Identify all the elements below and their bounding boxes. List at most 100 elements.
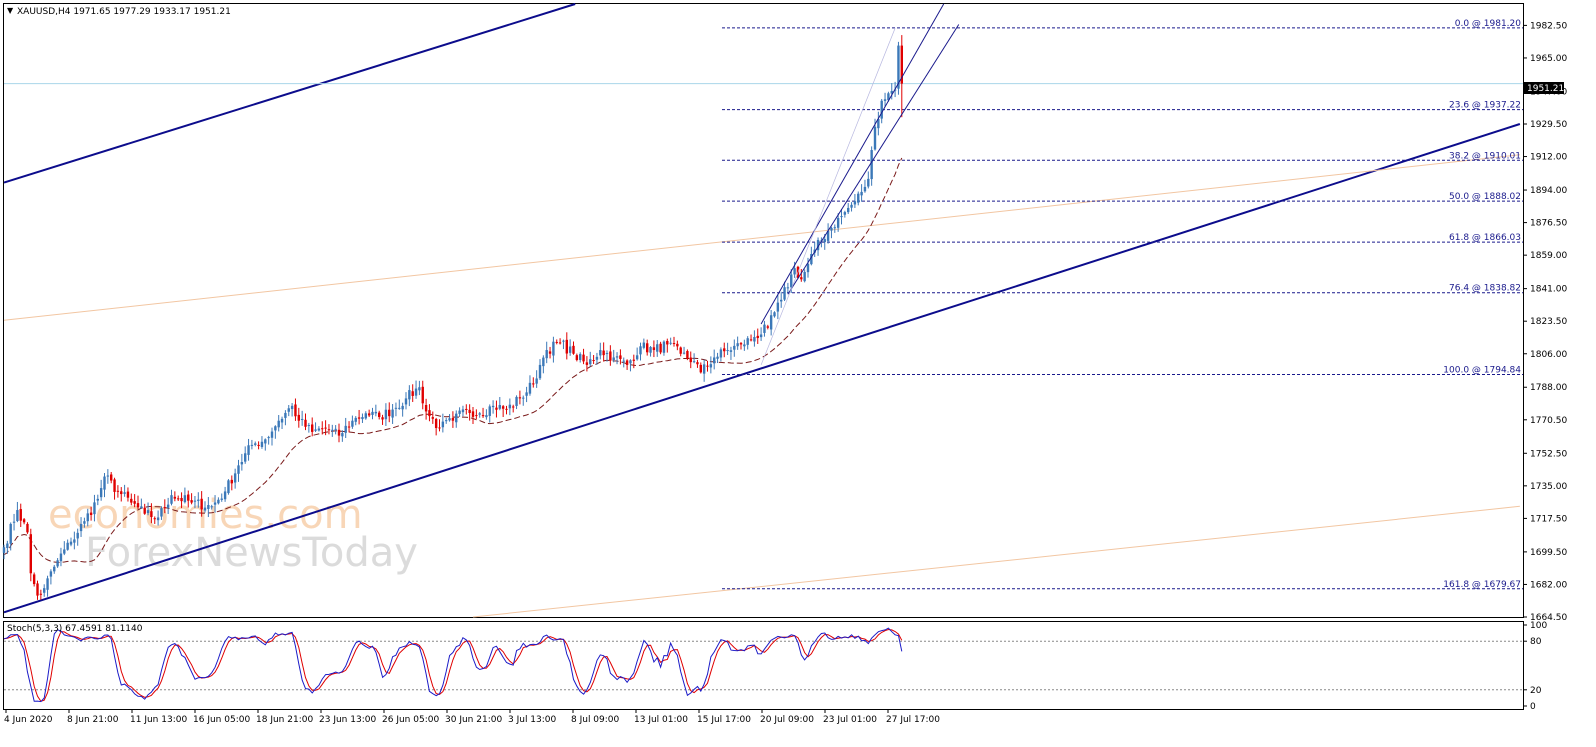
candle-body (568, 346, 572, 353)
candle-body (351, 420, 354, 427)
candle-body (589, 359, 592, 365)
candle-body (877, 119, 880, 129)
candle-body (334, 428, 337, 430)
candle-body (170, 495, 173, 504)
candle-body (200, 498, 203, 510)
candle-body (552, 341, 555, 356)
candle-body (883, 99, 887, 101)
x-axis-label: 15 Jul 17:00 (697, 715, 751, 725)
candle-body (749, 339, 753, 341)
candle-body (126, 491, 130, 498)
candle-body (729, 350, 733, 352)
upper-parallel-trend-line (3, 3, 576, 184)
candle-body (166, 504, 170, 508)
candle-body (431, 417, 434, 419)
candle-body (692, 361, 696, 363)
candle-body (535, 378, 538, 384)
candle-body (327, 429, 331, 431)
candle-body (233, 473, 237, 483)
candle-body (294, 404, 297, 417)
candle-body (743, 344, 746, 347)
x-axis-label: 16 Jun 05:00 (193, 715, 250, 725)
candle-body (270, 431, 274, 438)
candle-body (250, 444, 254, 446)
candle-body (642, 342, 646, 348)
y-axis-label: 1664.50 (1530, 613, 1567, 623)
candle-body (367, 413, 371, 416)
candle-body (860, 191, 863, 196)
candle-body (512, 406, 515, 408)
candle-body (713, 357, 716, 364)
candle-body (887, 93, 890, 101)
candle-body (374, 411, 378, 414)
candle-body (197, 499, 200, 501)
candle-body (769, 315, 773, 330)
candle-body (264, 439, 267, 444)
candle-body (458, 410, 461, 414)
y-axis-label: 1699.50 (1530, 548, 1567, 558)
candle-body (190, 500, 193, 503)
candle-body (240, 462, 244, 465)
candle-body (619, 355, 622, 359)
candle-body (163, 507, 166, 509)
candle-body (538, 364, 542, 379)
candle-body (441, 421, 445, 428)
y-axis-label: 1841.00 (1530, 285, 1567, 295)
candle-body (83, 521, 86, 524)
candle-body (89, 512, 93, 516)
candle-body (331, 429, 334, 431)
candle-body (656, 344, 659, 352)
candle-body (558, 342, 562, 344)
candle-body (545, 350, 548, 359)
fib-level-label: 38.2 @ 1910.01 (1449, 151, 1521, 161)
candle-body (857, 193, 860, 203)
candle-body (562, 340, 565, 342)
candle-body (136, 503, 140, 508)
y-axis-label: 1735.00 (1530, 482, 1567, 492)
candle-body (146, 510, 150, 514)
candle-body (311, 424, 314, 432)
candle-body (53, 566, 56, 572)
faint-upper-line (3, 154, 1520, 321)
candle-body (19, 509, 22, 521)
candle-body (485, 415, 488, 418)
y-axis-label: 1859.00 (1530, 251, 1567, 261)
candle-body (863, 186, 867, 192)
candle-body (130, 498, 133, 503)
candle-body (706, 365, 709, 367)
chart-dropdown-icon[interactable]: ▼ (7, 6, 14, 15)
current-price-tag: 1951.21 (1527, 84, 1564, 94)
candle-body (404, 398, 408, 405)
candle-body (143, 507, 146, 514)
fib-level-label: 0.0 @ 1981.20 (1455, 19, 1522, 29)
candle-body (187, 494, 190, 501)
candle-body (599, 350, 602, 356)
candle-body (615, 356, 619, 358)
candle-body (341, 433, 344, 437)
fib-level-label: 23.6 @ 1937.22 (1449, 101, 1521, 111)
candle-body (428, 410, 431, 417)
candle-body (43, 588, 46, 593)
candle-body (491, 405, 495, 408)
candle-body (455, 413, 458, 423)
candle-body (696, 362, 699, 365)
candle-body (709, 364, 713, 368)
candle-body (612, 357, 615, 361)
fib-level-label: 50.0 @ 1888.02 (1449, 192, 1521, 202)
candle-body (786, 287, 790, 289)
candle-body (478, 413, 481, 415)
candle-body (689, 357, 692, 363)
candle-body (156, 517, 160, 521)
candle-body (622, 360, 625, 362)
candle-body (736, 343, 739, 347)
candle-body (870, 150, 873, 180)
candle-body (471, 411, 475, 417)
candle-body (284, 412, 287, 418)
candle-body (746, 338, 749, 345)
y-axis-label: 1929.50 (1530, 120, 1567, 130)
candle-body (344, 425, 347, 433)
candle-body (873, 126, 877, 150)
candle-body (739, 343, 743, 345)
candle-body (290, 405, 294, 410)
